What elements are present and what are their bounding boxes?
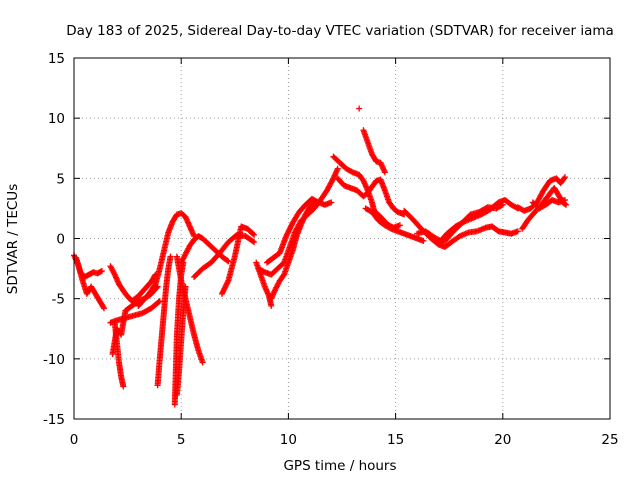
- y-tick-label: -5: [52, 292, 65, 308]
- y-tick-label: 15: [48, 51, 65, 67]
- data-point: [498, 202, 505, 209]
- chart-title: Day 183 of 2025, Sidereal Day-to-day VTE…: [66, 23, 614, 39]
- grid: [74, 58, 610, 419]
- x-axis-label: GPS time / hours: [283, 458, 396, 474]
- series-track-3: [107, 263, 159, 305]
- x-tick-label: 5: [177, 432, 186, 448]
- data-point: [561, 196, 568, 203]
- series-track-11: [173, 253, 206, 366]
- data-point: [249, 238, 256, 245]
- x-tick-label: 0: [70, 432, 79, 448]
- data-point: [101, 305, 108, 312]
- data-point: [199, 359, 206, 366]
- data-point: [381, 169, 388, 176]
- data-point: [155, 298, 162, 305]
- x-tick-label: 15: [387, 432, 404, 448]
- data-point: [310, 200, 317, 207]
- data-point: [396, 222, 403, 229]
- isolated-points: [356, 105, 363, 112]
- data-point: [514, 228, 521, 235]
- x-tick-label: 10: [280, 432, 297, 448]
- data-point: [311, 199, 318, 206]
- data-point: [563, 201, 570, 208]
- data-point: [167, 253, 174, 260]
- y-tick-label: 0: [56, 232, 65, 248]
- series-track-21: [360, 127, 388, 176]
- series-track-17: [263, 195, 335, 266]
- axis-ticks: [73, 57, 611, 420]
- y-tick-label: -10: [43, 352, 65, 368]
- x-tick-label: 20: [494, 432, 511, 448]
- series-track-29: [529, 196, 568, 212]
- data-point: [356, 105, 363, 112]
- data-point: [100, 304, 107, 311]
- data-point: [561, 175, 568, 182]
- data-point: [250, 230, 257, 237]
- series-track-8: [154, 253, 174, 389]
- series-track-27: [514, 174, 568, 214]
- data-point: [98, 267, 105, 274]
- series-track-2: [73, 254, 105, 281]
- series-track-26: [489, 223, 521, 237]
- data-point: [420, 237, 427, 244]
- x-tick-label: 25: [601, 432, 618, 448]
- data-series: [71, 105, 570, 408]
- y-tick-label: 5: [56, 171, 65, 187]
- data-point: [334, 165, 341, 172]
- series-track-7: [135, 210, 198, 309]
- data-point: [268, 302, 275, 309]
- series-track-18: [268, 199, 318, 302]
- series-track-14: [218, 223, 258, 297]
- y-tick-label: -15: [43, 412, 65, 428]
- data-point: [120, 383, 127, 390]
- series-track-13: [191, 231, 258, 281]
- y-axis-label: SDTVAR / TECUs: [5, 184, 21, 294]
- data-point: [561, 174, 568, 181]
- data-point: [224, 257, 231, 264]
- y-tick-label: 10: [48, 111, 65, 127]
- data-point: [225, 258, 232, 265]
- series-track-5: [111, 319, 127, 390]
- series-track-22: [362, 205, 427, 244]
- data-point: [156, 298, 163, 305]
- tick-labels: 0 5 10 15 20 25 -15 -10 -5 0 5 10 15: [43, 51, 619, 448]
- data-point: [499, 201, 506, 208]
- data-point: [251, 231, 258, 238]
- data-point: [251, 239, 258, 246]
- series-track-25: [426, 201, 506, 246]
- data-point: [329, 176, 336, 183]
- series-track-6: [107, 298, 163, 326]
- data-point: [328, 199, 335, 206]
